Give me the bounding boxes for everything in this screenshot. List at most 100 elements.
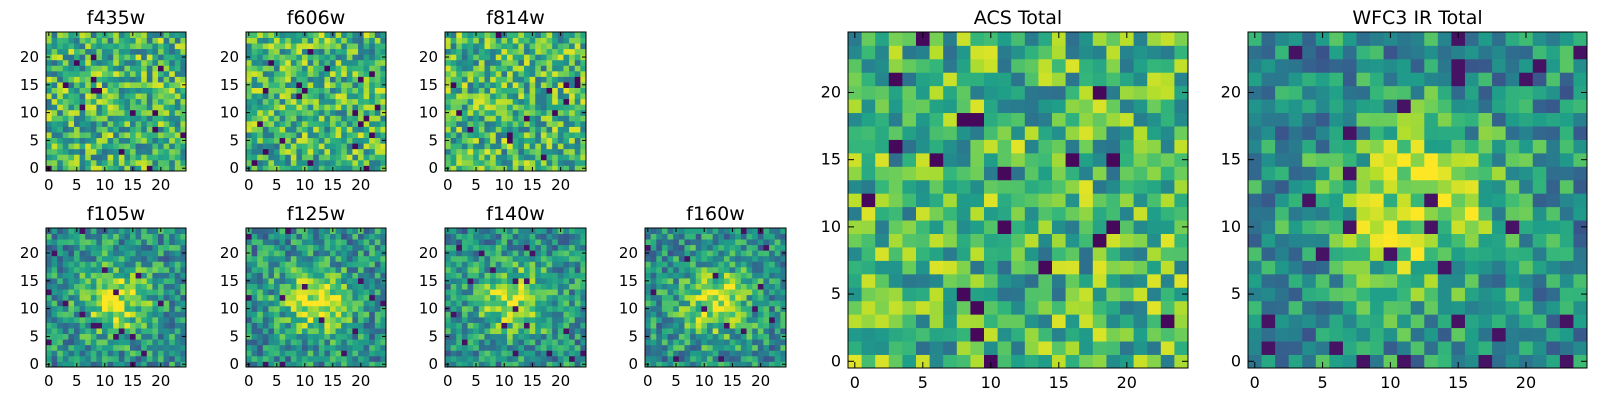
heatmap-cell [135, 137, 142, 144]
heatmap-cell [656, 255, 663, 262]
heatmap-cell [535, 239, 542, 246]
heatmap-cell [780, 311, 787, 318]
heatmap-cell [268, 355, 275, 362]
heatmap-cell [274, 98, 280, 105]
heatmap-cell [169, 255, 176, 262]
heatmap-cell [501, 333, 508, 340]
heatmap-cell [51, 228, 58, 234]
heatmap-cell [313, 93, 320, 100]
heatmap-cell [450, 278, 457, 284]
heatmap-cell [180, 289, 187, 296]
heatmap-cell [956, 179, 971, 194]
heatmap-cell [456, 48, 463, 55]
heatmap-cell [85, 70, 92, 77]
heatmap-cell [574, 300, 581, 307]
heatmap-cell [374, 143, 381, 150]
heatmap-cell [335, 82, 342, 88]
heatmap-cell [569, 283, 576, 290]
heatmap-cell [174, 278, 181, 284]
heatmap-cell [330, 93, 336, 100]
heatmap-cell [251, 244, 258, 251]
heatmap-cell [85, 154, 92, 161]
heatmap-cell [450, 98, 457, 105]
heatmap-cell [79, 283, 86, 290]
heatmap-cell [130, 344, 136, 351]
heatmap-cell [124, 32, 131, 38]
heatmap-cell [363, 159, 370, 166]
heatmap-cell [341, 316, 348, 323]
heatmap-cell [456, 339, 463, 346]
heatmap-cell [529, 250, 536, 257]
heatmap-cell [875, 341, 890, 355]
heatmap-cell [290, 261, 297, 268]
heatmap-cell [740, 255, 747, 262]
heatmap-cell [484, 82, 491, 88]
heatmap-cell [456, 165, 463, 172]
heatmap-cell [313, 32, 320, 38]
heatmap-cell [141, 322, 148, 329]
heatmap-cell [279, 37, 286, 44]
heatmap-cell [540, 294, 547, 301]
heatmap-cell [757, 328, 764, 335]
heatmap-cell [535, 272, 542, 279]
heatmap-cell [495, 154, 502, 161]
heatmap-cell [318, 148, 325, 155]
heatmap-cell [262, 289, 269, 296]
heatmap-cell [307, 48, 314, 55]
heatmap-cell [335, 233, 342, 240]
heatmap-cell [46, 328, 52, 335]
heatmap-cell [141, 266, 148, 273]
heatmap-cell [262, 126, 269, 133]
heatmap-cell [380, 344, 387, 351]
heatmap-cell [507, 355, 514, 362]
heatmap-cell [163, 250, 170, 257]
heatmap-cell [57, 120, 64, 127]
heatmap-cell [135, 115, 142, 122]
heatmap-cell [296, 266, 303, 273]
heatmap-cell [501, 239, 508, 246]
heatmap-cell [574, 311, 581, 318]
heatmap-cell [763, 283, 770, 290]
heatmap-cell [57, 76, 64, 83]
heatmap-cell [158, 355, 164, 362]
heatmap-cell [495, 137, 502, 144]
heatmap-cell [574, 48, 581, 55]
heatmap-cell [780, 283, 787, 290]
heatmap-cell [956, 193, 971, 208]
heatmap-cell [107, 165, 114, 172]
heatmap-cell [557, 115, 564, 122]
heatmap-cell [274, 233, 280, 240]
heatmap-cell [51, 70, 58, 77]
y-tick-label: 15 [220, 76, 239, 94]
heatmap-cell [107, 104, 114, 111]
heatmap-cell [57, 98, 64, 105]
heatmap-cell [118, 350, 125, 357]
heatmap-cell [85, 104, 92, 111]
heatmap-cell [712, 328, 719, 335]
heatmap-cell [529, 48, 536, 55]
heatmap-cell [341, 148, 348, 155]
heatmap-cell [690, 283, 697, 290]
heatmap-cell [130, 322, 136, 329]
heatmap-cell [274, 266, 280, 273]
heatmap-cell [102, 272, 108, 279]
heatmap-cell [523, 115, 530, 122]
heatmap-cell [96, 126, 103, 133]
heatmap-cell [251, 132, 258, 139]
heatmap-cell [456, 37, 463, 44]
heatmap-cell [180, 43, 187, 50]
heatmap-cell [290, 361, 297, 368]
heatmap-cell [563, 328, 570, 335]
heatmap-cell [997, 220, 1012, 234]
heatmap-cell [107, 76, 114, 83]
heatmap-cell [79, 233, 86, 240]
heatmap-cell [152, 339, 159, 346]
heatmap-cell [74, 148, 80, 155]
heatmap-cell [174, 65, 181, 72]
heatmap-cell [1120, 193, 1134, 208]
heatmap-cell [57, 350, 64, 357]
heatmap-cell [557, 328, 564, 335]
heatmap-cell [490, 322, 497, 329]
heatmap-cell [152, 93, 159, 100]
heatmap-cell [163, 233, 170, 240]
